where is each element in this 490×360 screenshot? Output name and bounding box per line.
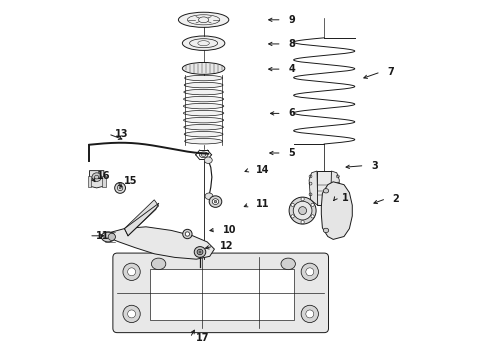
Polygon shape [110, 227, 215, 259]
Bar [149, 269, 294, 320]
Ellipse shape [101, 232, 115, 242]
Polygon shape [90, 171, 104, 188]
Ellipse shape [127, 268, 136, 276]
Ellipse shape [199, 152, 208, 158]
Text: 5: 5 [288, 148, 295, 158]
Bar [88, 176, 91, 187]
Ellipse shape [205, 193, 213, 199]
Polygon shape [321, 182, 352, 239]
Ellipse shape [194, 247, 206, 257]
Ellipse shape [184, 96, 223, 102]
Ellipse shape [118, 185, 123, 191]
Ellipse shape [183, 229, 192, 239]
Ellipse shape [185, 139, 222, 144]
Ellipse shape [184, 125, 223, 130]
Ellipse shape [151, 258, 166, 270]
Ellipse shape [185, 232, 190, 236]
Ellipse shape [123, 263, 140, 280]
Bar [317, 171, 331, 205]
Text: 2: 2 [392, 194, 399, 204]
Ellipse shape [127, 310, 136, 318]
Text: 3: 3 [371, 161, 378, 171]
Ellipse shape [212, 199, 219, 204]
Ellipse shape [214, 200, 217, 203]
Text: 1: 1 [342, 193, 349, 203]
Ellipse shape [306, 268, 314, 276]
Ellipse shape [184, 117, 223, 123]
Ellipse shape [182, 62, 225, 74]
Ellipse shape [184, 82, 223, 88]
Ellipse shape [199, 251, 201, 253]
Polygon shape [309, 171, 318, 205]
Ellipse shape [209, 196, 222, 207]
Ellipse shape [182, 36, 225, 50]
Text: 11: 11 [256, 199, 270, 210]
Ellipse shape [301, 263, 319, 280]
Ellipse shape [184, 131, 223, 137]
Ellipse shape [291, 203, 294, 207]
Text: 10: 10 [222, 225, 236, 235]
Ellipse shape [289, 197, 316, 224]
Ellipse shape [293, 201, 312, 220]
Ellipse shape [123, 305, 140, 323]
Ellipse shape [185, 75, 222, 81]
Ellipse shape [301, 220, 304, 224]
Ellipse shape [306, 310, 314, 318]
Text: 16: 16 [98, 171, 111, 181]
Ellipse shape [178, 12, 229, 27]
Ellipse shape [184, 89, 223, 95]
Text: 7: 7 [387, 67, 394, 77]
Ellipse shape [301, 305, 319, 323]
FancyBboxPatch shape [113, 253, 328, 333]
Ellipse shape [197, 249, 203, 255]
Bar [102, 176, 106, 187]
Text: 14: 14 [256, 165, 270, 175]
Text: 15: 15 [123, 176, 137, 186]
Ellipse shape [311, 203, 314, 207]
Polygon shape [331, 171, 339, 205]
Text: 11: 11 [96, 231, 109, 241]
Ellipse shape [301, 197, 304, 201]
Polygon shape [124, 200, 159, 236]
Text: 8: 8 [288, 39, 295, 49]
Ellipse shape [323, 189, 329, 193]
Ellipse shape [115, 183, 125, 193]
Ellipse shape [119, 187, 121, 189]
Ellipse shape [323, 228, 329, 233]
Text: 13: 13 [115, 129, 128, 139]
Ellipse shape [311, 215, 314, 218]
Ellipse shape [291, 215, 294, 218]
Ellipse shape [281, 258, 295, 270]
Ellipse shape [204, 157, 212, 163]
Ellipse shape [183, 111, 224, 116]
Text: 6: 6 [288, 108, 295, 118]
Ellipse shape [183, 103, 224, 109]
Ellipse shape [108, 233, 116, 240]
Text: 9: 9 [288, 15, 295, 25]
Ellipse shape [298, 207, 307, 215]
Text: 12: 12 [220, 241, 233, 251]
Text: 17: 17 [196, 333, 210, 343]
Text: 4: 4 [288, 64, 295, 74]
Ellipse shape [92, 173, 101, 181]
